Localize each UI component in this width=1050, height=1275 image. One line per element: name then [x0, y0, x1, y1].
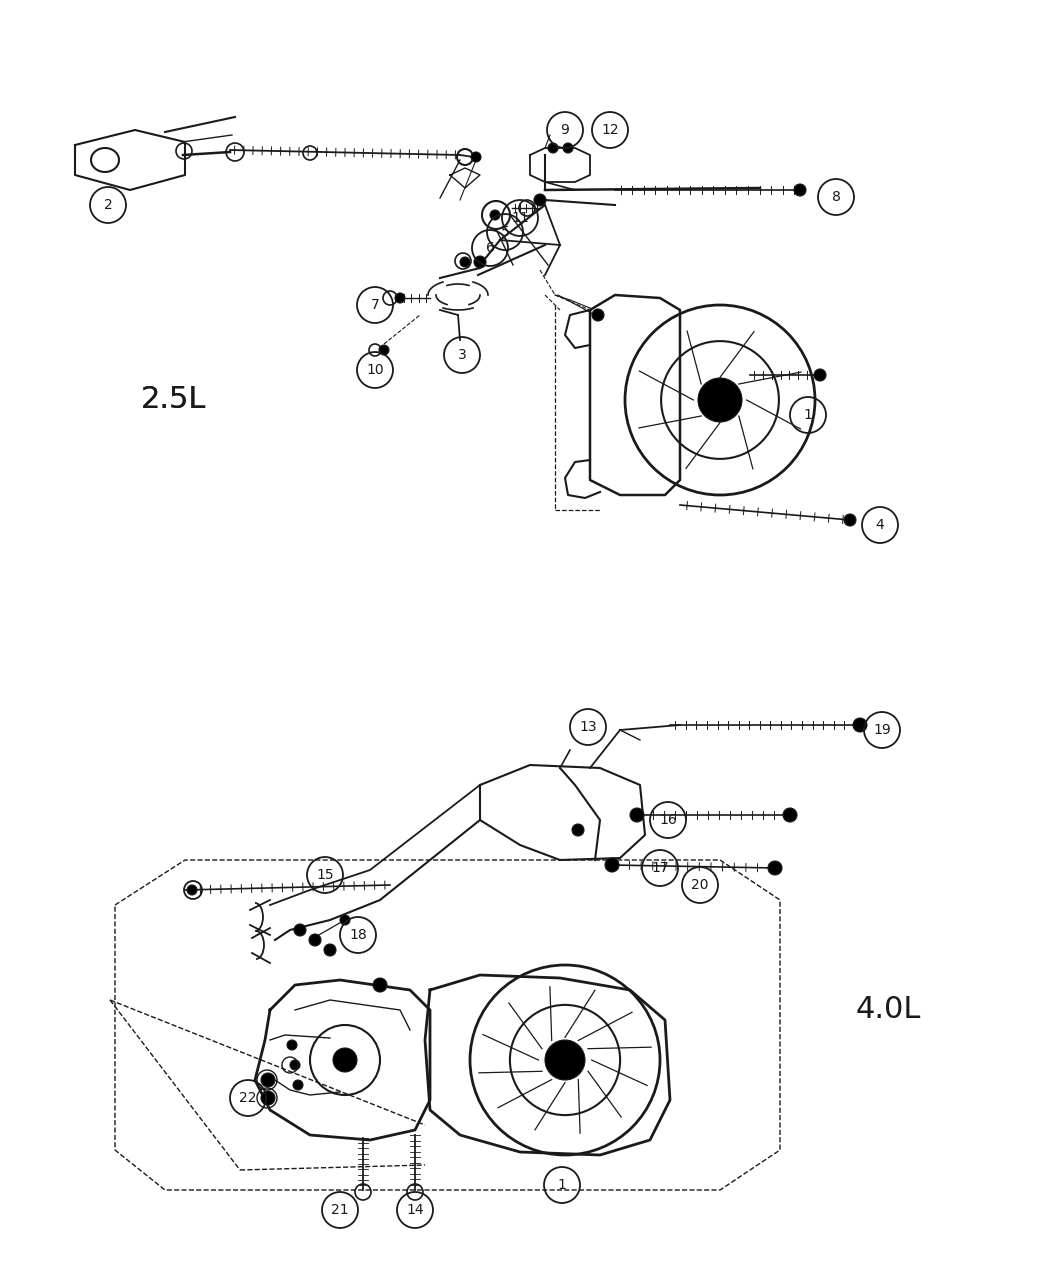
Circle shape: [630, 808, 644, 822]
Text: 4: 4: [876, 518, 884, 532]
Text: 19: 19: [874, 723, 890, 737]
Text: 9: 9: [561, 122, 569, 136]
Circle shape: [309, 935, 321, 946]
Circle shape: [333, 1048, 357, 1072]
Text: 8: 8: [832, 190, 840, 204]
Circle shape: [490, 210, 500, 221]
Circle shape: [698, 377, 742, 422]
Circle shape: [768, 861, 782, 875]
Text: 21: 21: [331, 1204, 349, 1218]
Circle shape: [844, 514, 856, 527]
Circle shape: [592, 309, 604, 321]
Circle shape: [783, 808, 797, 822]
Text: 7: 7: [371, 298, 379, 312]
Circle shape: [287, 1040, 297, 1051]
Circle shape: [814, 368, 826, 381]
Text: 1: 1: [558, 1178, 566, 1192]
Text: 3: 3: [458, 348, 466, 362]
Circle shape: [395, 293, 405, 303]
Circle shape: [294, 924, 306, 936]
Text: 1: 1: [803, 408, 813, 422]
Text: 12: 12: [602, 122, 618, 136]
Circle shape: [548, 143, 558, 153]
Circle shape: [460, 258, 470, 266]
Text: 18: 18: [349, 928, 366, 942]
Text: 11: 11: [511, 210, 529, 224]
Circle shape: [605, 858, 620, 872]
Text: 13: 13: [580, 720, 596, 734]
Text: 2: 2: [104, 198, 112, 212]
Text: 22: 22: [239, 1091, 257, 1105]
Circle shape: [474, 256, 486, 268]
Text: 4.0L: 4.0L: [856, 996, 921, 1025]
Text: 6: 6: [485, 241, 495, 255]
Circle shape: [290, 1060, 300, 1070]
Text: 5: 5: [501, 224, 509, 238]
Circle shape: [261, 1074, 275, 1088]
Text: 2.5L: 2.5L: [141, 385, 206, 414]
Text: 2.5L: 2.5L: [141, 385, 206, 414]
Circle shape: [563, 143, 573, 153]
Text: 20: 20: [691, 878, 709, 892]
Circle shape: [324, 944, 336, 956]
Circle shape: [545, 1040, 585, 1080]
Circle shape: [534, 194, 546, 207]
Text: 10: 10: [366, 363, 384, 377]
Circle shape: [293, 1080, 303, 1090]
Text: 17: 17: [651, 861, 669, 875]
Text: 16: 16: [659, 813, 677, 827]
Circle shape: [340, 915, 350, 924]
Circle shape: [379, 346, 388, 354]
Circle shape: [471, 152, 481, 162]
Circle shape: [853, 718, 867, 732]
Circle shape: [187, 885, 197, 895]
Circle shape: [373, 978, 387, 992]
Text: 15: 15: [316, 868, 334, 882]
Circle shape: [572, 824, 584, 836]
Circle shape: [794, 184, 806, 196]
Text: 14: 14: [406, 1204, 424, 1218]
Circle shape: [261, 1091, 275, 1105]
